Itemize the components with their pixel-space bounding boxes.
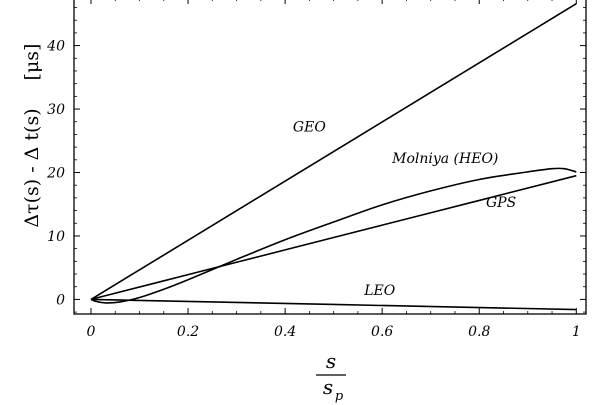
series-label-molniya-heo: Molniya (HEO) bbox=[391, 151, 498, 167]
x-tick-label: 0.6 bbox=[371, 324, 393, 340]
series-line-leo bbox=[90, 298, 577, 311]
y-tick-label: 10 bbox=[47, 229, 65, 245]
series-line-molniya-heo bbox=[90, 167, 577, 304]
x-tick-label: 0.4 bbox=[274, 324, 296, 340]
series-labels: GEO Molniya (HEO) GPS LEO bbox=[293, 119, 516, 299]
series-line-gps bbox=[90, 174, 577, 301]
y-tick-label: 30 bbox=[47, 102, 65, 118]
y-axis-unit: [μs] bbox=[21, 44, 43, 81]
series-lines bbox=[90, 3, 577, 311]
x-axis-label: s s p bbox=[316, 349, 346, 404]
x-axis-numerator: s bbox=[326, 349, 336, 373]
x-axis-denominator-subscript: p bbox=[335, 389, 344, 404]
series-label-leo: LEO bbox=[363, 283, 396, 299]
x-tick-label: 0.2 bbox=[177, 324, 199, 340]
y-axis-label: Δτ(s) - Δ t(s) bbox=[21, 108, 43, 227]
series-label-gps: GPS bbox=[486, 195, 516, 211]
series-line-geo bbox=[90, 3, 577, 301]
x-tick-label: 0.8 bbox=[468, 324, 490, 340]
x-tick-label: 1 bbox=[572, 324, 581, 340]
x-tick-label: 0 bbox=[87, 324, 96, 340]
plot-frame bbox=[73, 0, 587, 315]
y-axis-unit-label: [μs] bbox=[21, 44, 43, 81]
y-tick-label: 0 bbox=[56, 292, 65, 308]
series-label-geo: GEO bbox=[293, 119, 326, 135]
y-tick-label: 40 bbox=[46, 39, 65, 55]
y-axis-title: Δτ(s) - Δ t(s) bbox=[21, 108, 43, 227]
x-axis-denominator: s bbox=[323, 375, 333, 399]
x-axis-ticks: 0 0.2 0.4 0.6 0.8 1 bbox=[87, 0, 581, 340]
y-axis-ticks: 0 10 20 30 40 bbox=[46, 7, 586, 313]
y-tick-label: 20 bbox=[46, 165, 65, 181]
